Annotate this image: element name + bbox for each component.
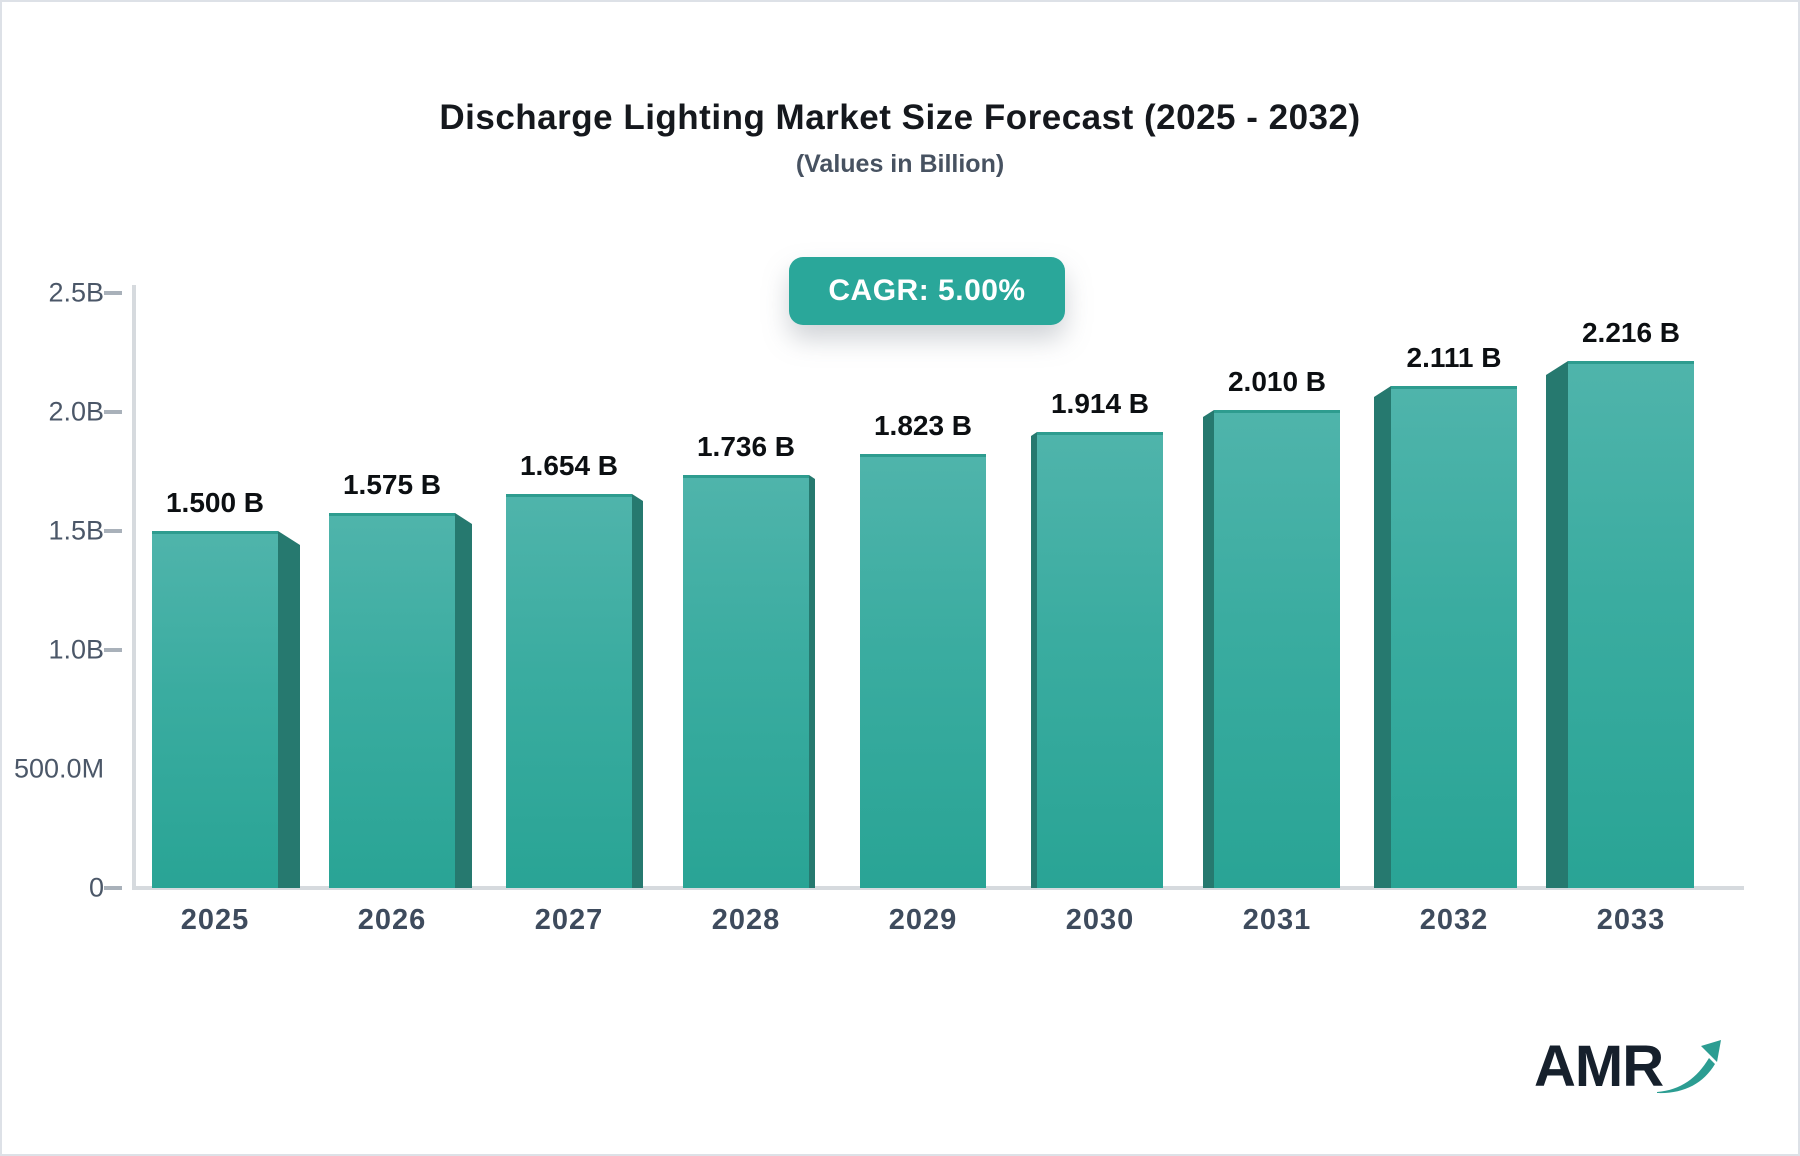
chart-title: Discharge Lighting Market Size Forecast …: [439, 98, 1361, 137]
bar-value-label: 1.575 B: [342, 469, 442, 500]
y-tick-label: 1.0B: [48, 634, 104, 665]
bar-value-label: 1.500 B: [165, 487, 265, 518]
bar-side-face: [1374, 386, 1391, 888]
chart-subtitle: (Values in Billion): [795, 150, 1005, 178]
bar: [152, 531, 278, 888]
x-axis-label: 2032: [1419, 904, 1489, 936]
x-axis-label: 2025: [180, 904, 250, 936]
y-tick-dash: [104, 291, 122, 295]
bar-value-label: 1.914 B: [1050, 388, 1150, 419]
y-axis-line: [132, 285, 136, 888]
bar-value-label: 2.216 B: [1581, 317, 1681, 348]
bar-value-label: 1.654 B: [519, 450, 619, 481]
bar: [683, 475, 809, 888]
x-axis-line: [132, 886, 1744, 890]
bar: [1568, 361, 1694, 888]
bar-side-face: [455, 513, 472, 888]
amr-logo: AMR: [1534, 1034, 1722, 1099]
y-tick-label: 0: [88, 872, 104, 903]
growth-arrow-icon: [1657, 1040, 1722, 1094]
bar: [1391, 386, 1517, 888]
y-tick-dash: [104, 886, 122, 890]
y-tick-label: 1.5B: [48, 515, 104, 546]
y-tick-label: 2.0B: [48, 396, 104, 427]
bar-value-label: 2.111 B: [1406, 342, 1502, 373]
x-axis-label: 2026: [357, 904, 427, 936]
bar-value-label: 1.823 B: [873, 410, 973, 441]
y-tick-dash: [104, 648, 122, 652]
x-axis-label: 2029: [888, 904, 958, 936]
bar: [506, 494, 632, 888]
x-axis-label: 2033: [1596, 904, 1666, 936]
bar-side-face: [1031, 432, 1037, 888]
amr-logo-text: AMR: [1534, 1034, 1664, 1099]
x-axis-label: 2027: [534, 904, 604, 936]
y-tick-label: 500.0M: [14, 753, 105, 784]
bar: [1037, 432, 1163, 888]
bar: [1214, 410, 1340, 888]
bar-value-label: 1.736 B: [696, 431, 796, 462]
bar-side-face: [1546, 361, 1568, 888]
bar-value-label: 2.010 B: [1227, 366, 1327, 397]
x-axis-label: 2031: [1242, 904, 1312, 936]
bar: [329, 513, 455, 888]
bar: [860, 454, 986, 888]
x-axis-label: 2028: [711, 904, 781, 936]
bar-side-face: [809, 475, 815, 888]
y-tick-dash: [104, 529, 122, 533]
bar-side-face: [1203, 410, 1214, 888]
y-tick-label: 2.5B: [48, 277, 104, 308]
x-axis-label: 2030: [1065, 904, 1135, 936]
y-tick-dash: [104, 410, 122, 414]
cagr-badge: CAGR: 5.00%: [789, 257, 1065, 325]
bar-side-face: [632, 494, 643, 888]
bar-side-face: [278, 531, 300, 888]
cagr-badge-label: CAGR: 5.00%: [828, 274, 1026, 307]
